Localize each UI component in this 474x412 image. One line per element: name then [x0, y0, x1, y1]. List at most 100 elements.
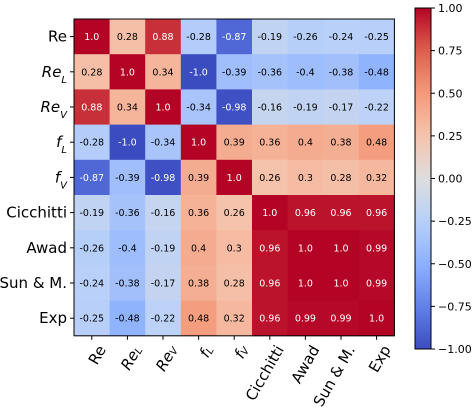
y-tick-label: Sun & M. — [0, 274, 67, 292]
cell-value-label: 0.38 — [188, 279, 209, 290]
cell-value-label: 0.28 — [81, 67, 102, 78]
heatmap-cell — [180, 159, 217, 196]
heatmap-cell — [109, 19, 146, 55]
heatmap-cell — [145, 265, 182, 301]
heatmap-cell — [109, 124, 146, 161]
cell-value-label: -0.24 — [329, 32, 354, 43]
cell-value-label: 0.34 — [117, 103, 138, 114]
heatmap-cell — [180, 230, 217, 266]
heatmap-cell — [252, 230, 288, 266]
heatmap-cell — [74, 300, 110, 337]
heatmap-cell — [358, 195, 395, 231]
cell-value-label: -0.25 — [364, 32, 389, 43]
cell-value-label: 1.0 — [333, 279, 348, 290]
heatmap-cell — [216, 124, 253, 161]
heatmap-cell — [287, 230, 324, 266]
heatmap-cell — [180, 195, 217, 231]
cell-value-label: 0.39 — [224, 138, 245, 149]
cell-value-label: -0.19 — [80, 208, 105, 219]
colorbar-tick-label: 0.75 — [438, 45, 463, 58]
cell-value-label: -0.36 — [258, 67, 283, 78]
cell-value-label: 0.96 — [259, 314, 280, 325]
heatmap-cell — [216, 265, 253, 301]
cell-value-label: -0.38 — [329, 67, 354, 78]
cell-value-label: 0.28 — [224, 279, 245, 290]
cell-value-label: -0.16 — [258, 103, 283, 114]
cell-value-label: -0.38 — [115, 279, 140, 290]
cell-value-label: -1.0 — [189, 67, 208, 78]
cell-value-label: -0.16 — [151, 208, 176, 219]
heatmap-cell — [109, 265, 146, 301]
cell-value-label: 0.38 — [330, 138, 351, 149]
heatmap-cell — [287, 195, 324, 231]
cell-value-label: 0.48 — [188, 314, 209, 325]
heatmap-cell — [252, 265, 288, 301]
cell-value-label: -0.22 — [364, 103, 389, 114]
heatmap-cell — [180, 124, 217, 161]
cell-value-label: -0.34 — [186, 103, 211, 114]
heatmap-cell — [180, 265, 217, 301]
cell-value-label: -0.39 — [115, 173, 140, 184]
heatmap-cell — [252, 19, 288, 55]
heatmap-cell — [216, 159, 253, 196]
cell-value-label: 0.3 — [298, 173, 313, 184]
cell-value-label: 0.99 — [330, 314, 351, 325]
cell-value-label: 0.96 — [330, 208, 351, 219]
cell-value-label: 1.0 — [155, 103, 170, 114]
heatmap-cell — [287, 89, 324, 125]
label-subscript: L — [204, 346, 216, 356]
heatmap-cell — [323, 195, 360, 231]
heatmap-cell — [216, 89, 253, 125]
colorbar-tick-label: −1.00 — [438, 343, 472, 356]
y-tick-label: ReL — [42, 63, 67, 86]
cell-value-label: -0.26 — [293, 32, 318, 43]
heatmap-cell — [358, 54, 395, 90]
label-main: Re — [41, 98, 61, 116]
heatmap-cell — [109, 89, 146, 125]
colorbar-tick-label: 1.00 — [438, 2, 463, 15]
cell-value-label: -0.36 — [115, 208, 140, 219]
cell-value-label: -0.19 — [293, 103, 318, 114]
cell-value-label: -0.34 — [151, 138, 176, 149]
cell-value-label: 1.0 — [369, 314, 384, 325]
heatmap-cell — [74, 265, 110, 301]
cell-value-label: 0.96 — [259, 279, 280, 290]
cell-value-label: 0.88 — [81, 103, 102, 114]
heatmap-cell — [216, 230, 253, 266]
label-main: Sun & M. — [0, 274, 67, 292]
heatmap-cell — [180, 300, 217, 337]
cell-value-label: -0.4 — [118, 243, 137, 254]
cell-value-label: 0.26 — [259, 173, 280, 184]
heatmap-cell — [323, 124, 360, 161]
cell-value-label: -0.22 — [151, 314, 176, 325]
cell-value-label: 1.0 — [262, 208, 277, 219]
heatmap-cell — [145, 54, 182, 90]
heatmap-cell — [145, 300, 182, 337]
label-subscript: L — [61, 145, 67, 156]
y-tick-label: fL — [56, 133, 67, 156]
label-subscript: L — [133, 346, 145, 356]
cell-value-label: -0.48 — [364, 67, 389, 78]
cell-value-label: -0.26 — [80, 243, 105, 254]
heatmap-cell — [180, 89, 217, 125]
cell-value-label: -1.0 — [118, 138, 137, 149]
colorbar-tick-label: −0.50 — [438, 258, 472, 271]
cell-value-label: -0.98 — [151, 173, 176, 184]
heatmap-cell — [74, 195, 110, 231]
cell-value-label: 0.34 — [152, 67, 173, 78]
heatmap-cell — [287, 19, 324, 55]
cell-value-label: 0.88 — [152, 32, 173, 43]
cell-value-label: 0.32 — [366, 173, 387, 184]
y-tick-label: Exp — [39, 309, 67, 327]
x-tick-label: ReV — [152, 341, 181, 374]
cell-value-label: -0.28 — [80, 138, 105, 149]
cell-value-label: -0.98 — [222, 103, 247, 114]
cell-value-label: 0.96 — [366, 208, 387, 219]
cell-value-label: 0.39 — [188, 173, 209, 184]
cell-value-label: 1.0 — [84, 32, 99, 43]
colorbar-gradient — [414, 7, 432, 350]
cell-value-label: -0.87 — [80, 173, 105, 184]
cell-value-label: 1.0 — [227, 173, 242, 184]
heatmap-cell — [358, 89, 395, 125]
heatmap-cell — [109, 159, 146, 196]
